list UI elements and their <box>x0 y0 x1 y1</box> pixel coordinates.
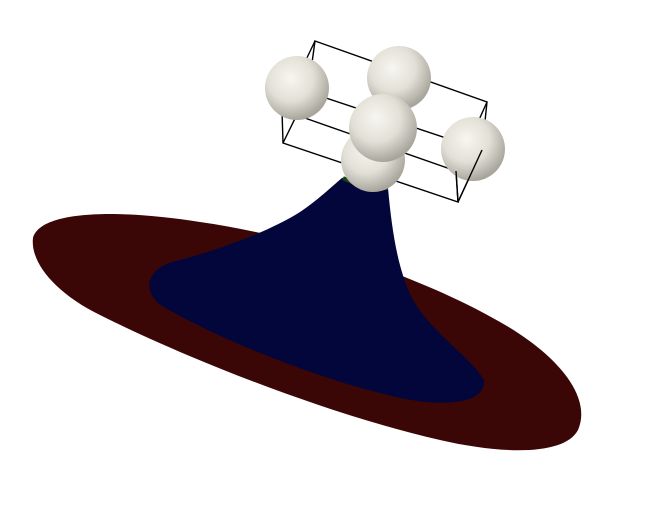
bounding-box-front <box>455 149 483 203</box>
sphere-cluster <box>265 46 505 192</box>
sphere-right <box>441 117 505 181</box>
sphere-left <box>265 56 329 120</box>
cone-surface <box>149 175 485 403</box>
sphere-center <box>349 94 417 162</box>
